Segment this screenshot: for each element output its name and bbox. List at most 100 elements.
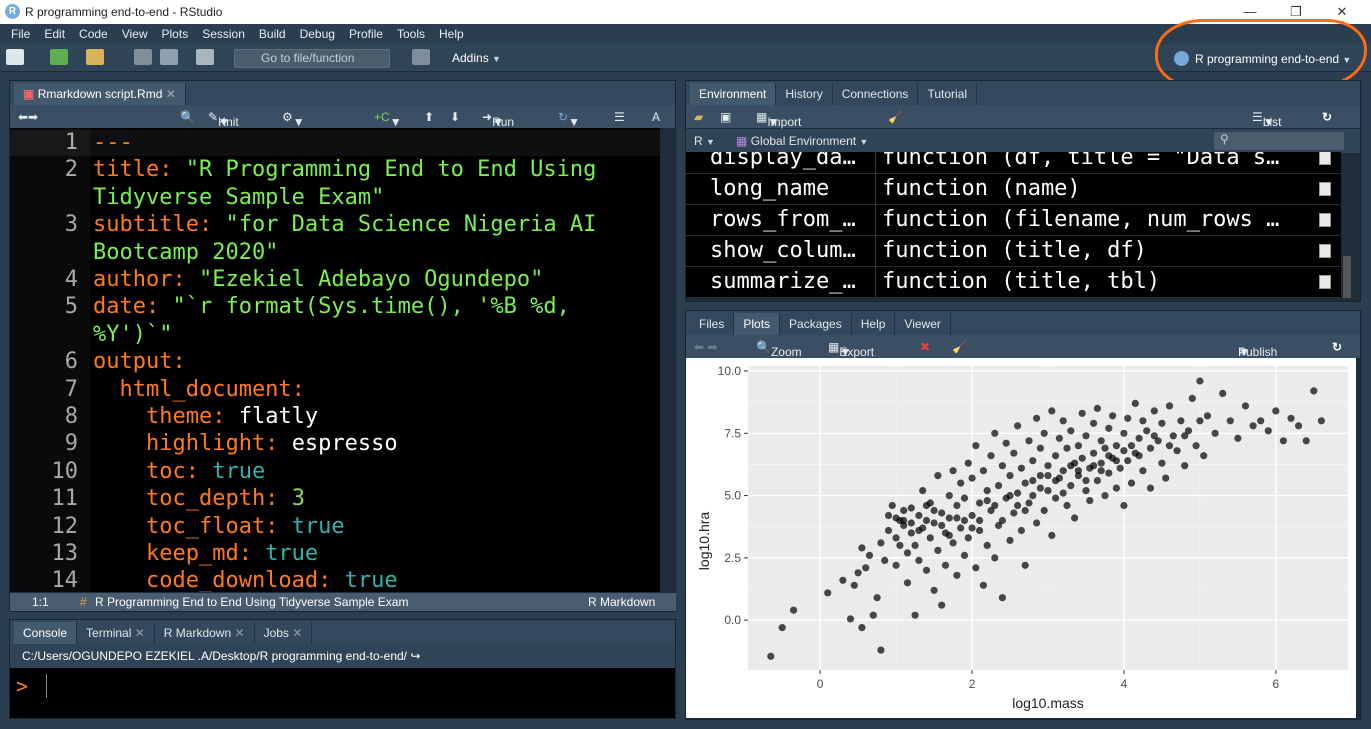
new-project-icon[interactable]	[50, 49, 68, 65]
save-workspace-icon[interactable]: ▣	[720, 110, 732, 124]
tab-tutorial[interactable]: Tutorial	[918, 83, 978, 105]
tab-history[interactable]: History	[776, 83, 833, 105]
menu-plots[interactable]: Plots	[161, 27, 189, 41]
environment-scrollbar[interactable]	[1343, 256, 1351, 298]
tab-packages[interactable]: Packages	[780, 313, 852, 335]
save-all-icon[interactable]	[160, 49, 178, 65]
share-arrow-icon[interactable]: ↪	[410, 649, 421, 663]
load-workspace-icon[interactable]: ▰	[694, 110, 704, 124]
close-icon[interactable]: ✕	[292, 626, 303, 640]
print-icon[interactable]	[196, 49, 214, 65]
minimize-button[interactable]: —	[1243, 4, 1257, 19]
section-navigator[interactable]: R Programming End to End Using Tidyverse…	[95, 595, 409, 609]
broom-icon[interactable]: 🧹	[952, 340, 967, 354]
data-point	[1188, 394, 1196, 402]
tab-environment[interactable]: Environment	[690, 83, 777, 105]
save-icon[interactable]	[134, 49, 152, 65]
data-point	[922, 566, 931, 574]
environment-row[interactable]: long_name function (name)	[686, 174, 1341, 205]
cursor-position: 1:1	[32, 595, 49, 609]
outline-icon[interactable]: ☰	[614, 110, 625, 124]
new-file-icon[interactable]	[6, 49, 24, 65]
code-token: html_document:	[93, 376, 305, 402]
addins-button[interactable]: Addins ▼	[452, 51, 501, 65]
tab-plots[interactable]: Plots	[734, 313, 781, 335]
data-point	[998, 462, 1006, 470]
tab-connections[interactable]: Connections	[833, 83, 919, 105]
broom-icon[interactable]: 🧹	[888, 110, 903, 124]
window-title-bar: R R programming end-to-end - RStudio — ❐…	[0, 0, 1371, 24]
open-file-icon[interactable]	[86, 49, 104, 65]
menu-code[interactable]: Code	[79, 27, 108, 41]
data-point	[1200, 452, 1208, 460]
code-line: keep_md: true	[93, 541, 318, 566]
view-function-icon[interactable]	[1319, 152, 1331, 165]
knit-button[interactable]: ✎ Knit ▼	[208, 110, 239, 129]
menu-help[interactable]: Help	[439, 27, 464, 41]
tab-rmarkdown-script[interactable]: ▣ Rmarkdown script.Rmd ✕	[14, 83, 186, 105]
tab-jobs[interactable]: Jobs ✕	[255, 622, 313, 644]
close-icon[interactable]: ✕	[234, 626, 245, 640]
search-icon[interactable]: 🔍	[180, 110, 195, 124]
close-icon[interactable]: ✕	[134, 626, 145, 640]
menu-build[interactable]: Build	[258, 27, 286, 41]
tab-viewer[interactable]: Viewer	[895, 313, 951, 335]
tab-files[interactable]: Files	[690, 313, 735, 335]
spellcheck-icon[interactable]: A	[652, 110, 661, 124]
tab-console[interactable]: Console	[14, 622, 78, 644]
up-arrow-icon[interactable]: ⬆	[424, 110, 435, 124]
close-icon[interactable]: ✕	[165, 87, 176, 101]
re-run-icon[interactable]: ↻ ▼	[558, 110, 580, 129]
pane-layout-icon[interactable]	[412, 49, 430, 65]
environment-row[interactable]: display_da… function (df, title = "Data s…	[686, 152, 1341, 174]
data-point	[1090, 449, 1098, 457]
language-selector[interactable]: R ▼	[694, 134, 715, 148]
go-to-file-input[interactable]: Go to file/function	[234, 49, 390, 68]
menu-file[interactable]: File	[11, 27, 31, 41]
view-function-icon[interactable]	[1319, 275, 1331, 289]
menu-view[interactable]: View	[121, 27, 148, 41]
view-function-icon[interactable]	[1319, 213, 1331, 227]
rmd-file-icon: ▣	[23, 87, 35, 101]
tab-help[interactable]: Help	[852, 313, 896, 335]
data-point	[1017, 464, 1025, 472]
menu-profile[interactable]: Profile	[348, 27, 383, 41]
tab-r-markdown[interactable]: R Markdown ✕	[155, 622, 255, 644]
view-mode-menu[interactable]: ☰ List ▼	[1252, 110, 1282, 129]
environment-row[interactable]: show_colum… function (title, df)	[686, 236, 1341, 267]
back-arrow-icon[interactable]: ⬅ ➡	[694, 340, 718, 354]
code-editor[interactable]: 1 2 3 4 5 6 7 8 9 10 11 12 13 14 --- title: "R Program…	[10, 128, 660, 592]
menu-debug[interactable]: Debug	[299, 27, 335, 41]
view-function-icon[interactable]	[1319, 244, 1331, 258]
down-arrow-icon[interactable]: ⬇	[450, 110, 461, 124]
close-window-button[interactable]: ✕	[1336, 4, 1348, 19]
zoom-button[interactable]: 🔍 Zoom	[756, 340, 802, 359]
export-button[interactable]: ▦ Export ▼	[828, 340, 875, 359]
data-point	[1086, 497, 1094, 505]
insert-chunk-icon[interactable]: +C ▼	[374, 110, 402, 129]
console-tabstrip: Console Terminal ✕ R Markdown ✕ Jobs ✕	[10, 620, 675, 644]
gear-icon[interactable]: ⚙ ▼	[282, 110, 305, 129]
menu-session[interactable]: Session	[202, 27, 245, 41]
view-function-icon[interactable]	[1319, 182, 1331, 196]
back-arrow-icon[interactable]: ⬅➡	[18, 110, 39, 124]
environment-row[interactable]: rows_from_… function (filename, num_rows …	[686, 205, 1341, 236]
refresh-icon[interactable]: ↻	[1322, 110, 1333, 124]
refresh-icon[interactable]: ↻	[1332, 340, 1343, 354]
environment-row[interactable]: summarize_… function (title, tbl)	[686, 267, 1341, 298]
environment-search-input[interactable]: ⚲	[1214, 132, 1344, 150]
environment-tabstrip: Environment History Connections Tutorial	[686, 81, 1360, 105]
import-dataset-button[interactable]: ▦ Import Dataset ▼	[756, 110, 809, 143]
data-point	[1036, 484, 1044, 492]
data-point	[915, 556, 923, 564]
maximize-button[interactable]: ❐	[1290, 4, 1302, 19]
tab-terminal[interactable]: Terminal ✕	[77, 622, 155, 644]
run-button[interactable]: ➜ Run ▼	[482, 110, 515, 129]
scope-selector[interactable]: ▦ Global Environment ▼	[736, 134, 869, 148]
menu-edit[interactable]: Edit	[44, 27, 66, 41]
console-output[interactable]: >	[10, 668, 675, 718]
data-point	[892, 561, 900, 569]
remove-plot-icon[interactable]: ✖	[920, 340, 931, 354]
menu-tools[interactable]: Tools	[396, 27, 425, 41]
document-mode[interactable]: R Markdown	[588, 595, 656, 609]
